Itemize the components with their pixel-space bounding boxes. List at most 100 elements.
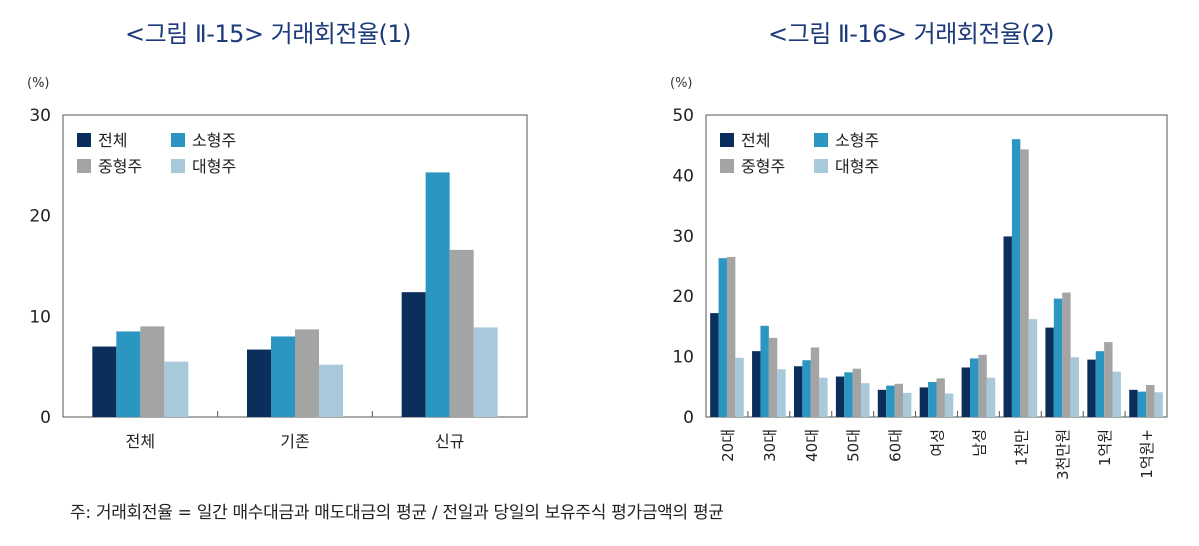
x-tick-label: 기존 bbox=[280, 432, 309, 451]
chart1-title: <그림 Ⅱ-15> 거래회전율(1) bbox=[125, 20, 412, 48]
bar-중형주-전체 bbox=[140, 326, 165, 417]
y-tick-label: 30 bbox=[672, 227, 694, 247]
bar-전체-60대 bbox=[877, 389, 887, 417]
footnote: 주: 거래회전율 = 일간 매수대금과 매도대금의 평균 / 전일과 당일의 보… bbox=[70, 503, 724, 523]
y-tick-label: 10 bbox=[672, 348, 694, 368]
legend-label-대형주: 대형주 bbox=[835, 157, 879, 176]
legend-swatch-중형주 bbox=[77, 159, 91, 173]
bar-소형주-신규 bbox=[425, 172, 450, 417]
legend-label-중형주: 중형주 bbox=[98, 157, 142, 176]
bar-대형주-남성 bbox=[986, 377, 996, 417]
chart1-y-unit: (%) bbox=[27, 76, 50, 91]
bar-소형주-1억원+ bbox=[1137, 391, 1147, 417]
x-tick-label: 3천만원 bbox=[1054, 429, 1072, 480]
bar-전체-50대 bbox=[835, 376, 845, 417]
bar-소형주-40대 bbox=[802, 360, 811, 417]
bar-대형주-30대 bbox=[777, 369, 786, 417]
legend-label-대형주: 대형주 bbox=[192, 157, 236, 176]
y-tick-label: 0 bbox=[683, 408, 694, 428]
bar-대형주-1천만 bbox=[1028, 319, 1038, 417]
y-tick-label: 20 bbox=[29, 207, 51, 227]
x-tick-label: 1천만 bbox=[1012, 429, 1030, 466]
bar-전체-3천만원 bbox=[1045, 327, 1054, 417]
x-tick-label: 전체 bbox=[126, 432, 155, 451]
bar-전체-30대 bbox=[752, 351, 761, 417]
bar-대형주-기존 bbox=[319, 364, 343, 417]
bar-대형주-1억원+ bbox=[1154, 392, 1163, 417]
bar-중형주-3천만원 bbox=[1062, 292, 1071, 417]
bar-전체-여성 bbox=[919, 387, 929, 417]
legend-swatch-중형주 bbox=[720, 159, 734, 173]
bar-소형주-20대 bbox=[718, 258, 727, 417]
bar-대형주-여성 bbox=[944, 393, 954, 417]
bar-소형주-1억원 bbox=[1095, 351, 1105, 417]
bar-전체-1억원+ bbox=[1129, 389, 1138, 417]
bar-중형주-신규 bbox=[449, 249, 474, 417]
x-tick-label: 남성 bbox=[970, 429, 988, 457]
chart2-title: <그림 Ⅱ-16> 거래회전율(2) bbox=[768, 20, 1055, 48]
bar-중형주-1억원+ bbox=[1146, 384, 1155, 417]
legend-swatch-소형주 bbox=[814, 133, 828, 147]
y-tick-label: 0 bbox=[40, 408, 51, 428]
bar-소형주-전체 bbox=[116, 331, 141, 417]
bar-전체-20대 bbox=[710, 313, 719, 417]
bar-중형주-1천만 bbox=[1020, 149, 1029, 418]
x-tick-label: 20대 bbox=[719, 429, 737, 462]
bar-전체-남성 bbox=[961, 367, 971, 417]
bar-대형주-20대 bbox=[735, 357, 744, 417]
bar-대형주-3천만원 bbox=[1070, 357, 1080, 417]
x-tick-label: 여성 bbox=[929, 429, 947, 457]
bar-중형주-60대 bbox=[894, 383, 903, 417]
bar-소형주-남성 bbox=[970, 358, 979, 417]
chart2-y-unit: (%) bbox=[670, 76, 693, 91]
legend-swatch-전체 bbox=[720, 133, 734, 147]
x-tick-label: 50대 bbox=[845, 429, 863, 462]
legend-label-전체: 전체 bbox=[741, 131, 770, 150]
legend-label-소형주: 소형주 bbox=[835, 131, 879, 150]
y-tick-label: 30 bbox=[29, 106, 51, 126]
legend-label-중형주: 중형주 bbox=[741, 157, 785, 176]
legend-swatch-대형주 bbox=[171, 159, 185, 173]
y-tick-label: 10 bbox=[29, 307, 51, 327]
bar-중형주-40대 bbox=[810, 347, 820, 417]
legend-label-전체: 전체 bbox=[98, 131, 127, 150]
bar-소형주-60대 bbox=[886, 385, 895, 417]
bar-중형주-여성 bbox=[936, 378, 945, 417]
bar-소형주-기존 bbox=[271, 336, 295, 417]
bar-대형주-50대 bbox=[861, 383, 870, 417]
bar-중형주-1억원 bbox=[1104, 342, 1113, 417]
legend-swatch-소형주 bbox=[171, 133, 185, 147]
bar-중형주-남성 bbox=[978, 354, 987, 417]
bar-전체-신규 bbox=[401, 292, 426, 417]
bar-중형주-20대 bbox=[726, 256, 736, 417]
legend-swatch-대형주 bbox=[814, 159, 828, 173]
bar-대형주-40대 bbox=[819, 377, 828, 417]
legend-swatch-전체 bbox=[77, 133, 91, 147]
bar-전체-1천만 bbox=[1003, 236, 1012, 417]
bar-전체-40대 bbox=[793, 366, 803, 417]
bar-소형주-50대 bbox=[844, 372, 853, 417]
bar-전체-1억원 bbox=[1087, 359, 1096, 417]
bar-소형주-30대 bbox=[760, 325, 769, 417]
x-tick-label: 40대 bbox=[803, 429, 821, 462]
bar-중형주-30대 bbox=[768, 337, 778, 417]
bar-대형주-1억원 bbox=[1112, 371, 1121, 417]
bar-대형주-신규 bbox=[473, 327, 498, 417]
y-tick-label: 40 bbox=[672, 166, 694, 186]
x-tick-label: 1억원 bbox=[1096, 429, 1114, 466]
x-tick-label: 신규 bbox=[435, 432, 464, 451]
bar-소형주-1천만 bbox=[1011, 139, 1021, 417]
bar-대형주-60대 bbox=[902, 392, 912, 417]
bar-중형주-기존 bbox=[295, 329, 319, 417]
bar-중형주-50대 bbox=[852, 368, 862, 417]
y-tick-label: 20 bbox=[672, 287, 694, 307]
x-tick-label: 30대 bbox=[761, 429, 779, 462]
bar-전체-전체 bbox=[92, 346, 117, 417]
bar-전체-기존 bbox=[247, 349, 271, 417]
x-tick-label: 60대 bbox=[887, 429, 905, 462]
bar-소형주-3천만원 bbox=[1053, 298, 1063, 417]
bar-소형주-여성 bbox=[928, 381, 937, 417]
bar-대형주-전체 bbox=[164, 361, 189, 417]
